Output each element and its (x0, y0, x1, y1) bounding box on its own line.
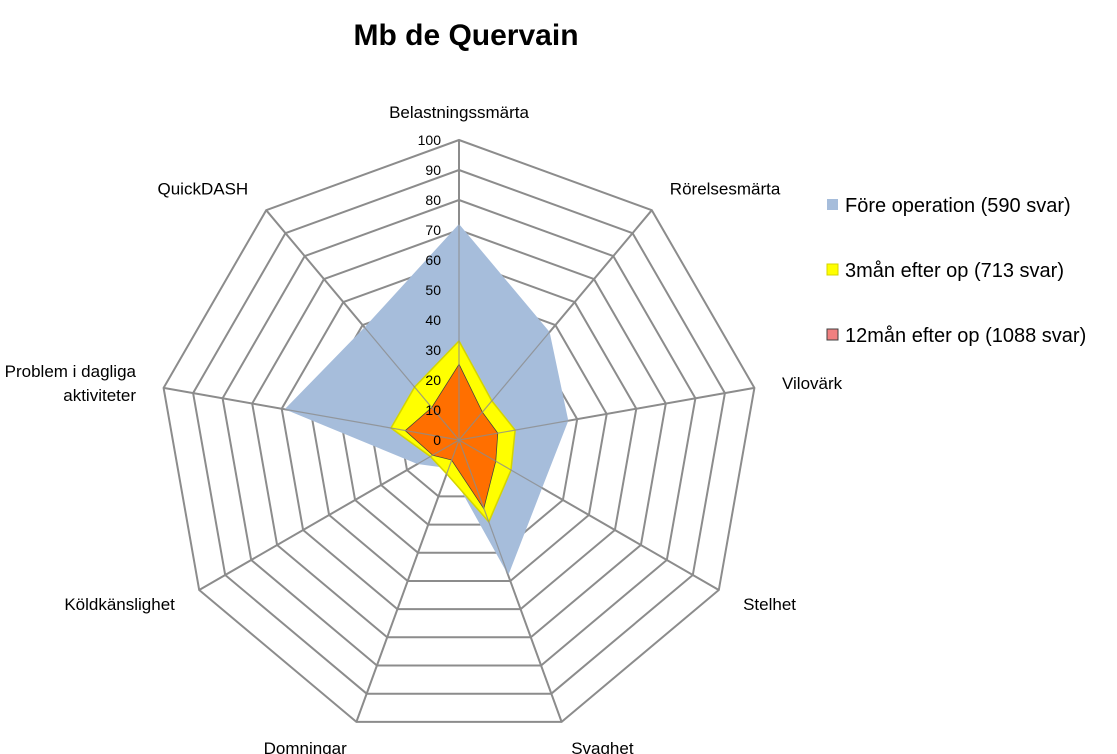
tick-label: 10 (425, 402, 441, 418)
tick-label: 20 (425, 372, 441, 388)
legend-swatch (826, 328, 839, 341)
spoke-overlay (265, 209, 460, 441)
category-label: aktiviteter (63, 386, 136, 405)
series-overlay (405, 365, 498, 508)
category-label: QuickDASH (158, 180, 249, 199)
grid-ring (192, 168, 726, 695)
legend-swatch (826, 263, 839, 276)
grid-ring (280, 258, 638, 611)
category-label: Vilovärk (782, 374, 843, 393)
legend: Före operation (590 svar) 3mån efter op (… (826, 195, 1086, 347)
tick-label: 70 (425, 222, 441, 238)
spoke-overlay (198, 439, 460, 591)
tick-label: 40 (425, 312, 441, 328)
spoke-overlay (458, 209, 653, 441)
category-label: Problem i dagliga (5, 362, 137, 381)
legend-label: 3mån efter op (713 svar) (845, 260, 1064, 282)
tick-label: 80 (425, 192, 441, 208)
legend-label: 12mån efter op (1088 svar) (845, 325, 1086, 347)
tick-label: 90 (425, 162, 441, 178)
category-label: Stelhet (743, 595, 796, 614)
tick-labels: 0 10 20 30 40 50 60 70 80 90 100 (418, 132, 442, 448)
tick-label: 0 (433, 432, 441, 448)
tick-label: 60 (425, 252, 441, 268)
category-labels: Belastningssmärta Rörelsesmärta Vilovärk St… (5, 103, 843, 754)
category-label: Domningar (264, 739, 347, 754)
spoke-overlay (355, 439, 460, 723)
category-label: Rörelsesmärta (670, 180, 781, 199)
spoke-overlay (458, 439, 563, 723)
category-label: Köldkänslighet (64, 595, 175, 614)
legend-label: Före operation (590 svar) (845, 195, 1071, 217)
spoke-overlay (163, 387, 460, 441)
tick-label: 50 (425, 282, 441, 298)
category-label: Belastningssmärta (389, 103, 529, 122)
grid-ring (251, 228, 667, 639)
legend-swatch (827, 199, 838, 210)
grid-ring (221, 198, 697, 667)
category-label: Svaghet (571, 739, 634, 754)
series-layer (163, 140, 755, 723)
spoke-overlay (458, 439, 720, 591)
spoke-overlay (458, 387, 755, 441)
grid-ring (162, 138, 756, 723)
tick-label: 100 (418, 132, 442, 148)
chart-title: Mb de Quervain (353, 19, 578, 52)
tick-label: 30 (425, 342, 441, 358)
